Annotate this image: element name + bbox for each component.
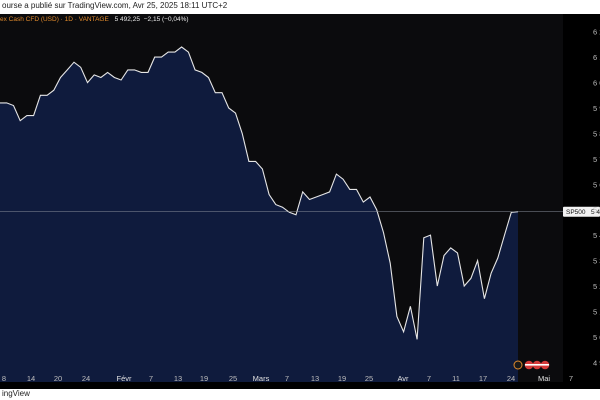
y-tick-label: 4 9 (593, 358, 600, 367)
chart-badges[interactable] (513, 360, 550, 370)
x-tick-label: Avr (397, 374, 409, 383)
x-tick-label: 8 (2, 374, 6, 383)
price-axis[interactable] (563, 14, 600, 382)
y-tick-label: 5 6 (593, 180, 600, 189)
x-tick-labels: 8 14 20 24 Févr 7 13 19 25 Mars 7 13 19 25 Avr 7 11 17 24 M… (2, 374, 573, 383)
x-tick-label: 13 (311, 374, 319, 383)
current-symbol-text: SP500 (566, 209, 586, 216)
x-tick-label: 19 (200, 374, 208, 383)
x-tick-label: 20 (54, 374, 62, 383)
x-tick-label: 25 (229, 374, 237, 383)
x-tick-label: 7 (427, 374, 431, 383)
y-tick-labels: 6 26 16 05 95 85 75 65 55 45 35 25 15 04… (593, 28, 600, 368)
x-tick-label: 7 (285, 374, 289, 383)
x-tick-label: 7 (569, 374, 573, 383)
brand-text: ingView (2, 389, 30, 398)
event-badge-icon[interactable] (513, 360, 523, 370)
x-tick-label: 14 (27, 374, 35, 383)
y-tick-label: 5 4 (593, 231, 600, 240)
y-tick-label: 5 0 (593, 333, 600, 342)
x-tick-label: 17 (479, 374, 487, 383)
y-tick-label: 6 0 (593, 79, 600, 88)
x-tick-label: 24 (507, 374, 515, 383)
x-tick-label: 13 (174, 374, 182, 383)
symbol-text: ex Cash CFD (USD) · 1D · VANTAGE (0, 16, 109, 23)
current-price-label[interactable]: SP500 5 4 (563, 206, 600, 217)
x-tick-label: Févr (117, 374, 133, 383)
publish-bar: ourse a publié sur TradingView.com, Avr … (0, 0, 600, 14)
symbol-info[interactable]: ex Cash CFD (USD) · 1D · VANTAGE 5 492,2… (0, 16, 189, 23)
current-value-text: 5 4 (591, 209, 600, 216)
x-tick-label: Mars (253, 374, 270, 383)
change-text: −2,15 (−0,04%) (143, 16, 189, 23)
x-tick-label: 25 (365, 374, 373, 383)
y-tick-label: 5 8 (593, 129, 600, 138)
last-value: 5 492,25 (114, 16, 140, 23)
price-area-fill (0, 47, 518, 382)
x-tick-label: 11 (452, 374, 460, 383)
current-price-label-bg (563, 206, 600, 217)
badge-stripe (525, 364, 549, 366)
y-tick-label: 6 1 (593, 53, 600, 62)
price-line (0, 46, 519, 340)
published-text: ourse a publié sur TradingView.com, Avr … (2, 1, 228, 10)
x-tick-label: 24 (82, 374, 90, 383)
y-tick-label: 6 2 (593, 28, 600, 37)
y-tick-label: 5 7 (593, 155, 600, 164)
y-tick-label: 5 5 (593, 206, 600, 215)
x-tick-label: 19 (338, 374, 346, 383)
y-tick-label: 5 9 (593, 104, 600, 113)
y-tick-label: 5 3 (593, 257, 600, 266)
footer-bar: ingView (0, 389, 600, 400)
y-tick-label: 5 2 (593, 282, 600, 291)
x-tick-label: Mai (538, 374, 550, 383)
y-tick-label: 5 1 (593, 307, 600, 316)
x-tick-label: 7 (149, 374, 153, 383)
